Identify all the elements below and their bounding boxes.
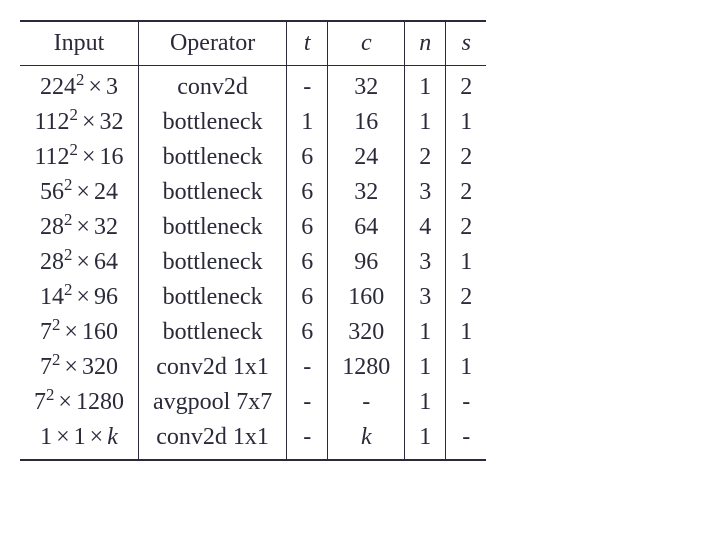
cell-c: 160 — [328, 280, 405, 315]
table-header: Input Operator t c n s — [20, 21, 486, 66]
table-row: 1×1×kconv2d 1x1-k1- — [20, 420, 486, 460]
cell-s: - — [446, 420, 487, 460]
cell-t: 6 — [287, 245, 328, 280]
cell-s: 1 — [446, 350, 487, 385]
architecture-table: Input Operator t c n s 2242×3conv2d-3212… — [20, 20, 486, 461]
table-body: 2242×3conv2d-32121122×32bottleneck116111… — [20, 66, 486, 461]
cell-c: - — [328, 385, 405, 420]
cell-n: 2 — [405, 140, 446, 175]
cell-n: 3 — [405, 245, 446, 280]
cell-s: 1 — [446, 105, 487, 140]
cell-s: 2 — [446, 66, 487, 106]
cell-s: 1 — [446, 315, 487, 350]
cell-input: 2242×3 — [20, 66, 138, 106]
cell-n: 1 — [405, 385, 446, 420]
table-row: 282×64bottleneck69631 — [20, 245, 486, 280]
architecture-table-container: Input Operator t c n s 2242×3conv2d-3212… — [20, 20, 486, 461]
cell-t: 6 — [287, 210, 328, 245]
cell-input: 72×320 — [20, 350, 138, 385]
cell-operator: bottleneck — [138, 105, 286, 140]
cell-t: - — [287, 385, 328, 420]
cell-c: k — [328, 420, 405, 460]
col-header-operator: Operator — [138, 21, 286, 66]
cell-s: 2 — [446, 140, 487, 175]
cell-operator: conv2d — [138, 66, 286, 106]
table-row: 1122×32bottleneck11611 — [20, 105, 486, 140]
col-header-input: Input — [20, 21, 138, 66]
cell-input: 1×1×k — [20, 420, 138, 460]
cell-operator: bottleneck — [138, 280, 286, 315]
cell-n: 3 — [405, 175, 446, 210]
table-row: 282×32bottleneck66442 — [20, 210, 486, 245]
cell-t: 6 — [287, 140, 328, 175]
cell-t: 6 — [287, 280, 328, 315]
cell-input: 72×160 — [20, 315, 138, 350]
cell-operator: bottleneck — [138, 140, 286, 175]
cell-operator: avgpool 7x7 — [138, 385, 286, 420]
cell-s: 1 — [446, 245, 487, 280]
col-header-s: s — [446, 21, 487, 66]
cell-s: 2 — [446, 175, 487, 210]
col-header-n: n — [405, 21, 446, 66]
cell-operator: bottleneck — [138, 315, 286, 350]
cell-n: 4 — [405, 210, 446, 245]
cell-t: - — [287, 66, 328, 106]
cell-operator: conv2d 1x1 — [138, 420, 286, 460]
cell-t: 1 — [287, 105, 328, 140]
table-header-row: Input Operator t c n s — [20, 21, 486, 66]
cell-t: 6 — [287, 315, 328, 350]
cell-s: 2 — [446, 280, 487, 315]
cell-c: 32 — [328, 66, 405, 106]
table-row: 72×160bottleneck632011 — [20, 315, 486, 350]
table-row: 562×24bottleneck63232 — [20, 175, 486, 210]
cell-n: 1 — [405, 350, 446, 385]
cell-c: 1280 — [328, 350, 405, 385]
cell-n: 1 — [405, 420, 446, 460]
cell-input: 282×64 — [20, 245, 138, 280]
cell-t: - — [287, 350, 328, 385]
table-row: 1122×16bottleneck62422 — [20, 140, 486, 175]
cell-n: 1 — [405, 105, 446, 140]
cell-n: 1 — [405, 315, 446, 350]
cell-c: 32 — [328, 175, 405, 210]
cell-input: 1122×32 — [20, 105, 138, 140]
col-header-t: t — [287, 21, 328, 66]
cell-input: 562×24 — [20, 175, 138, 210]
table-row: 72×320conv2d 1x1-128011 — [20, 350, 486, 385]
cell-n: 1 — [405, 66, 446, 106]
cell-input: 72×1280 — [20, 385, 138, 420]
cell-operator: conv2d 1x1 — [138, 350, 286, 385]
cell-s: - — [446, 385, 487, 420]
cell-c: 24 — [328, 140, 405, 175]
cell-s: 2 — [446, 210, 487, 245]
cell-input: 282×32 — [20, 210, 138, 245]
table-row: 2242×3conv2d-3212 — [20, 66, 486, 106]
cell-c: 64 — [328, 210, 405, 245]
cell-input: 142×96 — [20, 280, 138, 315]
cell-c: 16 — [328, 105, 405, 140]
cell-t: 6 — [287, 175, 328, 210]
table-row: 142×96bottleneck616032 — [20, 280, 486, 315]
cell-c: 96 — [328, 245, 405, 280]
cell-t: - — [287, 420, 328, 460]
table-row: 72×1280avgpool 7x7--1- — [20, 385, 486, 420]
cell-n: 3 — [405, 280, 446, 315]
cell-c: 320 — [328, 315, 405, 350]
cell-operator: bottleneck — [138, 245, 286, 280]
cell-operator: bottleneck — [138, 210, 286, 245]
cell-input: 1122×16 — [20, 140, 138, 175]
cell-operator: bottleneck — [138, 175, 286, 210]
col-header-c: c — [328, 21, 405, 66]
